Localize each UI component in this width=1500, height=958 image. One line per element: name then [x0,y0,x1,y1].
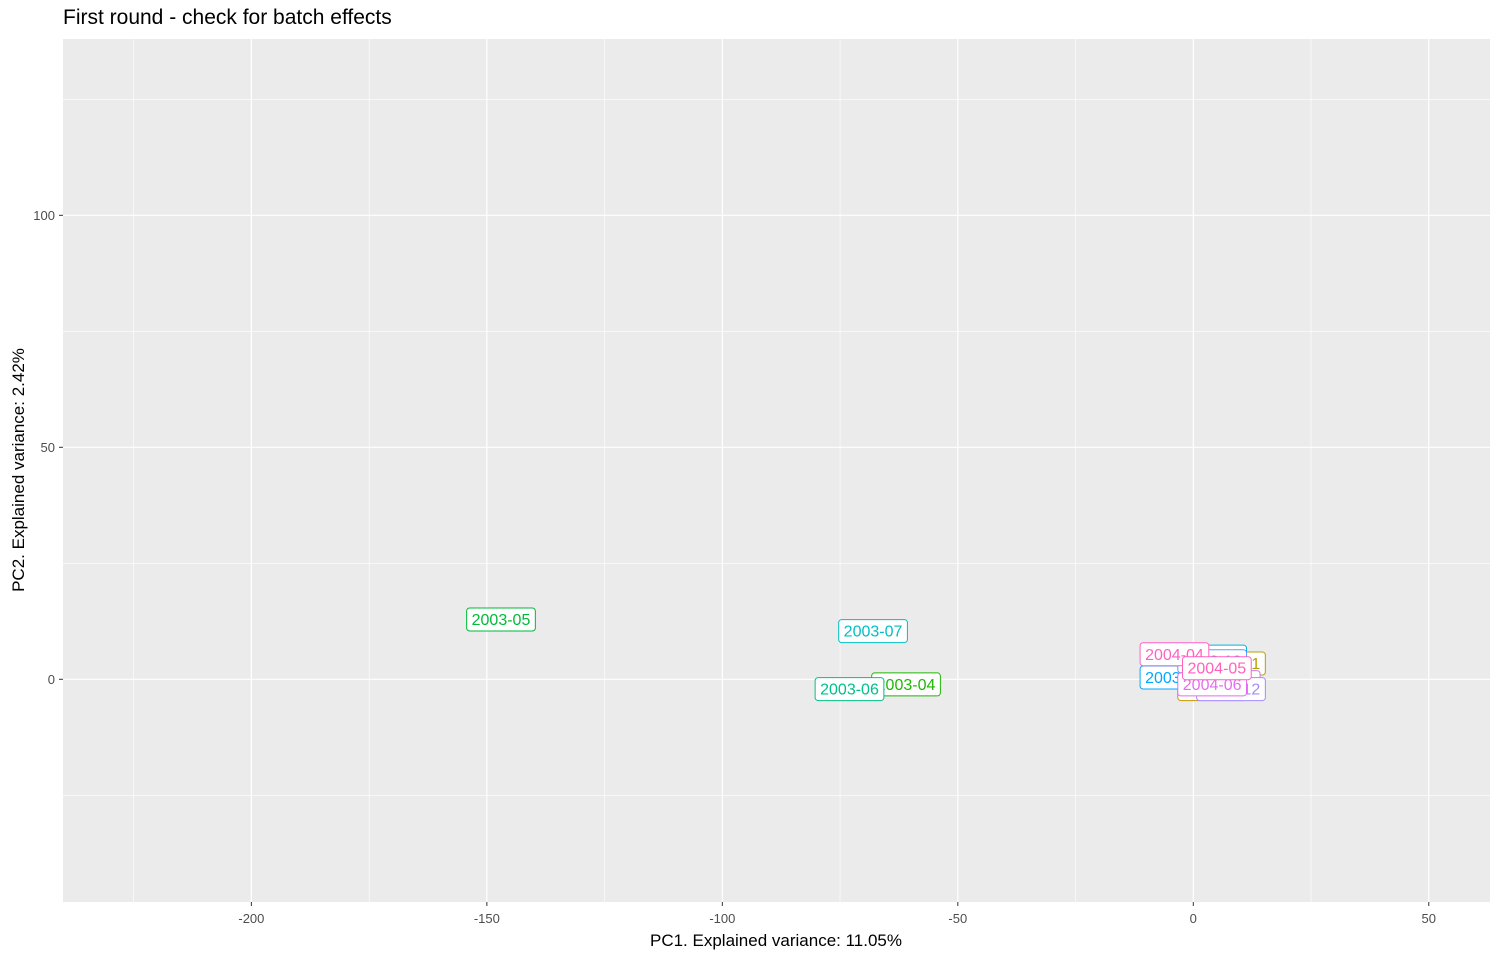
x-tick-label: -200 [238,911,264,926]
point-label: 2003-07 [838,619,908,644]
y-axis-title: PC2. Explained variance: 2.42% [9,348,28,592]
y-axis-ticks: 0 50 100 [33,208,63,687]
grid-minor [63,39,1490,902]
point-label-text: 2003-05 [472,612,531,629]
point-label-box [466,607,536,632]
x-tick-label: 50 [1422,911,1436,926]
point-label-text: 2004-06 [1183,677,1242,694]
point-label-text: 2004-05 [1187,661,1246,678]
x-axis-title: PC1. Explained variance: 11.05% [650,931,902,950]
point-label: 2003-05 [466,607,536,632]
x-axis-ticks: -200 -150 -100 -50 0 50 [238,902,1436,926]
grid-major [63,39,1490,902]
x-tick-label: -150 [474,911,500,926]
point-label-text: 2003-04 [877,677,936,694]
chart-title: First round - check for batch effects [63,6,392,29]
y-tick-label: 50 [41,440,55,455]
point-label-text: 2003-06 [820,682,879,699]
point-labels: 2003-052003-072003-042003-062004-012004-… [466,607,1266,702]
point-label: 2004-05 [1181,656,1252,681]
x-tick-label: -50 [948,911,967,926]
x-tick-label: -100 [709,911,735,926]
point-label-box [814,677,885,702]
y-tick-label: 100 [33,208,55,223]
point-label-box [838,619,908,644]
y-tick-label: 0 [48,672,55,687]
plot-panel [63,39,1490,902]
point-label-text: 2003-07 [844,624,903,641]
point-label-box [1181,656,1252,681]
x-tick-label: 0 [1190,911,1197,926]
point-label: 2003-06 [814,677,885,702]
